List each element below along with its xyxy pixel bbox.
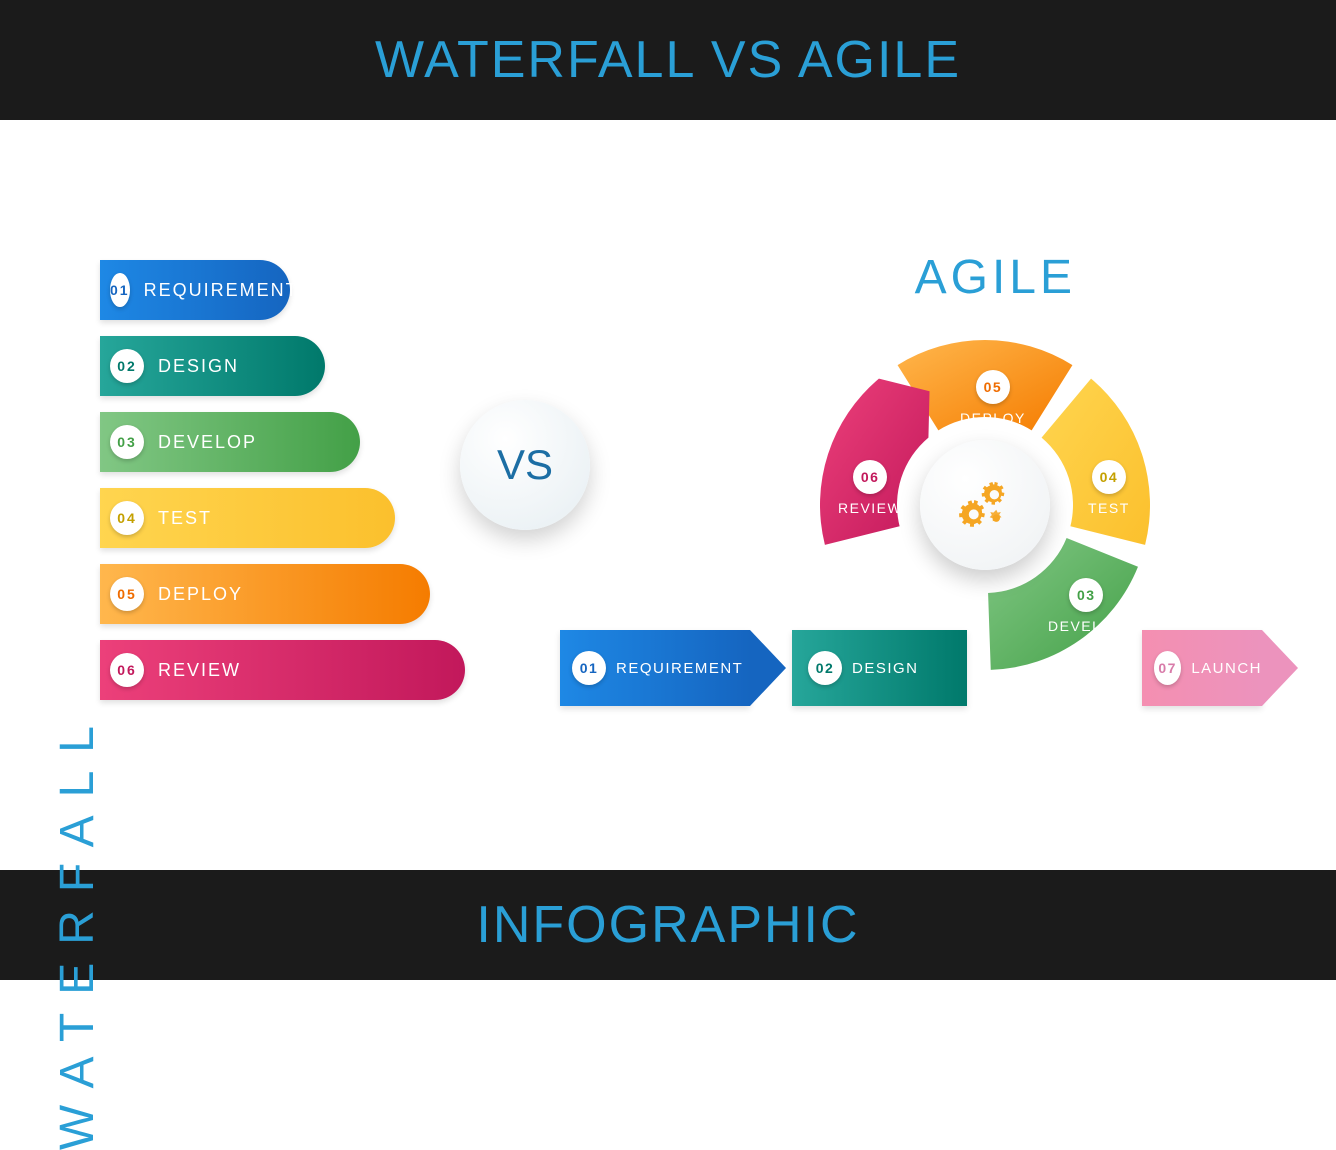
agile-ring-label-review: 06 REVIEW: [838, 460, 902, 516]
step-label: TEST: [1088, 500, 1130, 516]
step-label: TEST: [158, 508, 212, 529]
step-number-badge: 05: [110, 577, 144, 611]
step-number-badge: 03: [1069, 578, 1103, 612]
agile-title: AGILE: [915, 250, 1076, 305]
step-number-badge: 06: [110, 653, 144, 687]
step-label: DEPLOY: [960, 410, 1026, 426]
step-label: DEPLOY: [158, 584, 243, 605]
waterfall-step-develop: 03 DEVELOP: [100, 412, 360, 472]
step-label: DEVELOP: [1048, 618, 1125, 634]
step-number-badge: 02: [110, 349, 144, 383]
waterfall-stack: 01REQUIREMENT02DESIGN03DEVELOP04TEST05DE…: [100, 260, 465, 700]
step-number-badge: 01: [110, 273, 130, 307]
waterfall-step-test: 04 TEST: [100, 488, 395, 548]
step-number-badge: 04: [1092, 460, 1126, 494]
step-number-badge: 07: [1154, 651, 1181, 685]
agile-ring-label-deploy: 05 DEPLOY: [960, 370, 1026, 426]
vs-label: VS: [497, 441, 553, 489]
step-number-badge: 06: [853, 460, 887, 494]
footer-bar: INFOGRAPHIC: [0, 870, 1336, 980]
step-number-badge: 05: [976, 370, 1010, 404]
step-number-badge: 01: [572, 651, 606, 685]
header-title: WATERFALL VS AGILE: [375, 30, 961, 90]
step-label: REQUIREMENT: [616, 660, 743, 677]
agile-ring-label-test: 04 TEST: [1088, 460, 1130, 516]
waterfall-step-design: 02 DESIGN: [100, 336, 325, 396]
footer-title: INFOGRAPHIC: [476, 895, 859, 955]
agile-ring-label-develop: 03 DEVELOP: [1048, 578, 1125, 634]
step-label: REQUIREMENT: [144, 280, 299, 301]
agile-step-requirement: 01 REQUIREMENT: [560, 630, 750, 706]
main-canvas: WATERFALL 01REQUIREMENT02DESIGN03DEVELOP…: [0, 120, 1336, 870]
step-label: REVIEW: [838, 500, 902, 516]
waterfall-step-requirement: 01REQUIREMENT: [100, 260, 290, 320]
waterfall-step-deploy: 05 DEPLOY: [100, 564, 430, 624]
agile-ring: 03 DEVELOP 04 TEST 05 DEPLOY 06 REVIEW: [820, 340, 1150, 670]
header-bar: WATERFALL VS AGILE: [0, 0, 1336, 120]
step-label: LAUNCH: [1191, 660, 1262, 677]
step-label: DESIGN: [158, 356, 239, 377]
agile-group: 01REQUIREMENT 02DESIGN 03DEVELOP04TEST05…: [560, 330, 1300, 730]
step-number-badge: 04: [110, 501, 144, 535]
gears-icon: [955, 475, 1015, 535]
step-number-badge: 03: [110, 425, 144, 459]
agile-ring-center: [920, 440, 1050, 570]
waterfall-step-review: 06 REVIEW: [100, 640, 465, 700]
step-label: DEVELOP: [158, 432, 257, 453]
step-label: REVIEW: [158, 660, 241, 681]
waterfall-vertical-label: WATERFALL: [50, 708, 105, 1150]
agile-step-launch: 07 LAUNCH: [1142, 630, 1262, 706]
